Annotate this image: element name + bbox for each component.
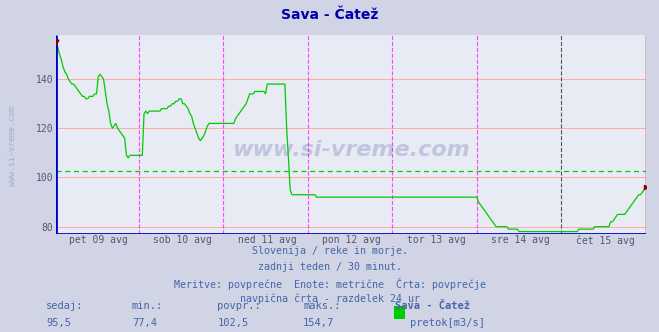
Text: 95,5: 95,5 [46,318,71,328]
Text: 102,5: 102,5 [217,318,248,328]
Text: povpr.:: povpr.: [217,301,261,311]
Text: 77,4: 77,4 [132,318,157,328]
Text: sedaj:: sedaj: [46,301,84,311]
Text: zadnji teden / 30 minut.: zadnji teden / 30 minut. [258,262,401,272]
Text: Sava - Čatež: Sava - Čatež [281,8,378,22]
Text: www.si-vreme.com: www.si-vreme.com [8,106,17,186]
Text: maks.:: maks.: [303,301,341,311]
Text: min.:: min.: [132,301,163,311]
Text: www.si-vreme.com: www.si-vreme.com [232,140,470,160]
Text: Sava - Čatež: Sava - Čatež [395,301,471,311]
Text: navpična črta - razdelek 24 ur: navpična črta - razdelek 24 ur [239,293,420,304]
Text: Meritve: povprečne  Enote: metrične  Črta: povprečje: Meritve: povprečne Enote: metrične Črta:… [173,278,486,290]
Text: pretok[m3/s]: pretok[m3/s] [410,318,485,328]
Text: 154,7: 154,7 [303,318,334,328]
Text: Slovenija / reke in morje.: Slovenija / reke in morje. [252,246,407,256]
